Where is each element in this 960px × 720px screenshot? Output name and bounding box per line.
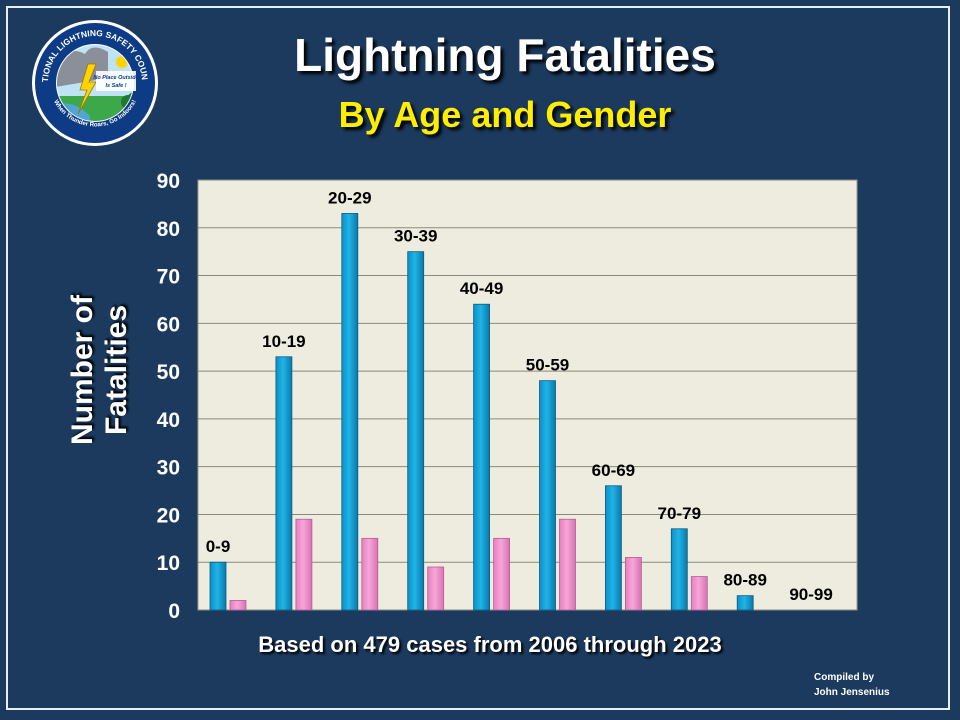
category-label: 0-9 — [206, 537, 231, 556]
category-label: 30-39 — [394, 227, 437, 246]
category-label: 50-59 — [526, 356, 569, 375]
bar-male — [209, 561, 227, 611]
bar-male — [539, 380, 556, 611]
bar-female — [493, 537, 511, 611]
chart-caption: Based on 479 cases from 2006 through 202… — [258, 632, 722, 657]
y-tick-label: 50 — [157, 361, 180, 384]
category-label: 40-49 — [460, 279, 503, 298]
y-tick-label: 40 — [157, 409, 180, 432]
bar-male — [407, 251, 425, 611]
category-label: 10-19 — [262, 332, 305, 351]
y-tick-label: 70 — [157, 266, 180, 289]
slide-border — [6, 6, 950, 710]
bar-male — [736, 595, 754, 611]
bar-chart: 0 10 20 30 40 50 60 70 80 90 0-9 10-19 20-29 30-39 40-… — [157, 170, 858, 620]
page-title: Lightning Fatalities — [294, 29, 716, 81]
page-subtitle: By Age and Gender — [338, 94, 672, 135]
y-tick-label: 30 — [157, 457, 180, 480]
bar-female — [559, 518, 576, 611]
bar-male — [473, 303, 491, 611]
bar-male — [275, 356, 293, 611]
y-tick-label: 20 — [157, 504, 180, 527]
credit-line2: John Jensenius — [814, 687, 890, 698]
category-label: 70-79 — [658, 504, 701, 523]
bar-female — [295, 518, 313, 611]
bar-female — [427, 566, 445, 611]
y-axis-label: Number of Fatalities — [66, 295, 133, 445]
bar-male — [604, 485, 622, 611]
y-tick-label: 90 — [157, 170, 180, 193]
y-tick-label: 10 — [157, 552, 180, 575]
category-label: 60-69 — [592, 461, 635, 480]
y-tick-label: 60 — [157, 313, 180, 336]
nlsc-logo: NATIONAL LIGHTNING SAFETY COUNCIL When T… — [30, 18, 158, 146]
bar-female — [690, 576, 708, 611]
bar-male — [341, 213, 359, 611]
logo-center-line1: No Place Outside — [93, 75, 138, 81]
bar-female — [229, 600, 247, 611]
credit: Compiled by John Jensenius — [814, 670, 934, 700]
credit-line1: Compiled by — [814, 672, 875, 683]
bar-female — [361, 537, 379, 611]
category-label: 90-99 — [789, 585, 832, 604]
bar-female — [624, 557, 642, 611]
y-tick-label: 0 — [168, 600, 180, 620]
bar-male — [670, 528, 688, 611]
category-label: 80-89 — [723, 571, 766, 590]
y-tick-label: 80 — [157, 218, 180, 241]
logo-center-line2: Is Safe ! — [105, 83, 126, 89]
category-label: 20-29 — [328, 188, 371, 207]
